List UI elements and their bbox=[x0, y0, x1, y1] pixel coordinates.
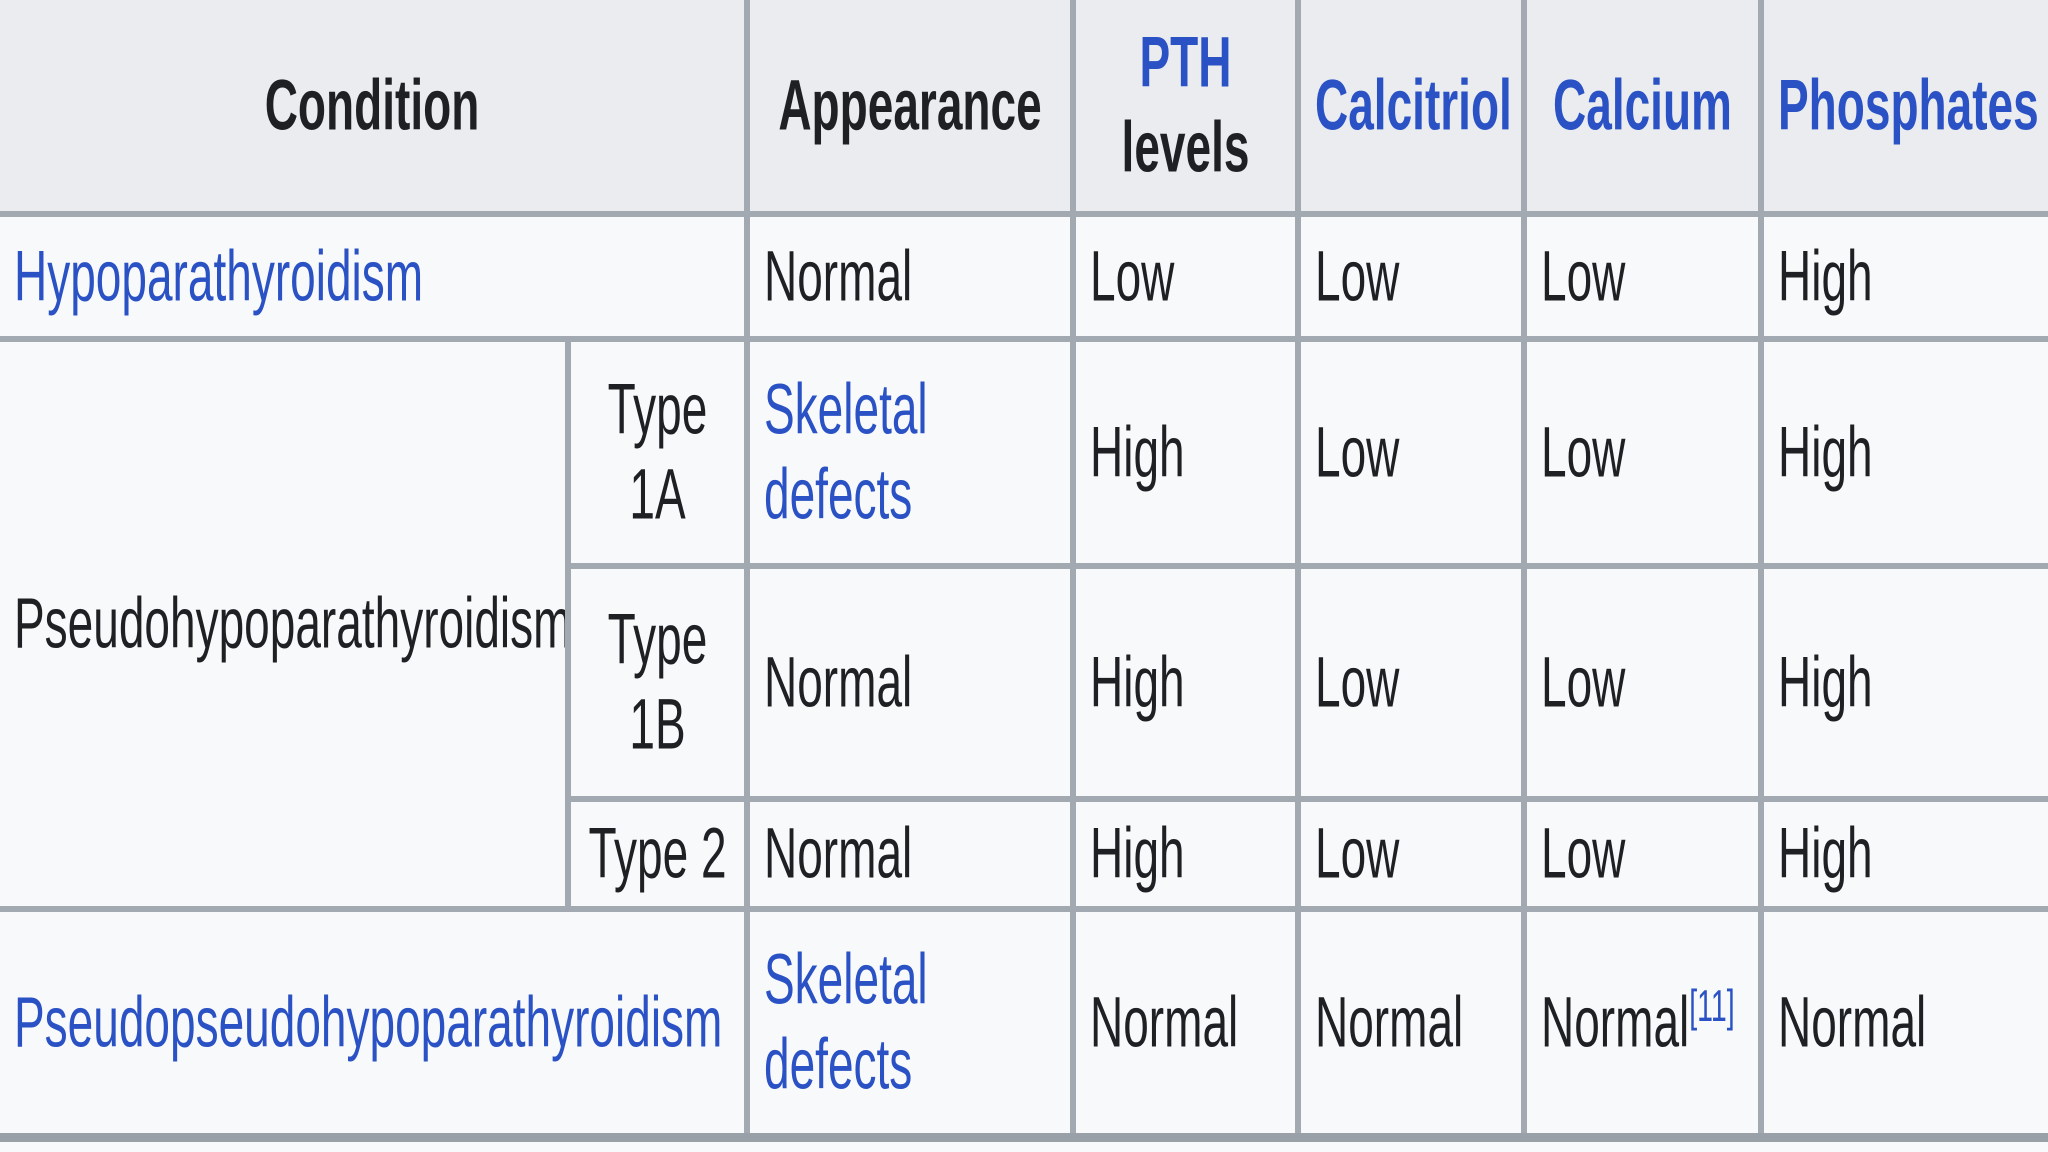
cell-calcium: Low bbox=[1521, 563, 1764, 802]
cell-appearance: Normal bbox=[744, 563, 1076, 802]
cell-appearance: Skeletal defects bbox=[744, 906, 1076, 1140]
col-header-appearance: Appearance bbox=[744, 0, 1076, 217]
col-header-calcium: Calcium bbox=[1521, 0, 1764, 217]
cell-phosphates: High bbox=[1758, 563, 2048, 802]
cell-pth-levels: Normal bbox=[1070, 906, 1301, 1140]
cell-calcium: Low bbox=[1521, 796, 1764, 912]
cell-appearance: Skeletal defects bbox=[744, 336, 1076, 569]
cell-pth-levels: High bbox=[1070, 563, 1301, 802]
cell-appearance: Normal bbox=[744, 796, 1076, 912]
col-header-phosphates: Phosphates bbox=[1758, 0, 2048, 217]
cell-calcitriol: Low bbox=[1295, 211, 1527, 342]
phosphates-link[interactable]: Phosphates bbox=[1778, 64, 2039, 145]
table-row-pseudohypoparathyroidism-type-2: Type 2 Normal High Low Low High bbox=[0, 796, 2048, 912]
cell-phosphates: High bbox=[1758, 211, 2048, 342]
pth-levels-label: levels bbox=[1121, 107, 1250, 188]
cell-calcitriol: Low bbox=[1295, 336, 1527, 569]
pseudopseudohypoparathyroidism-link[interactable]: Pseudopseudohypoparathyroidism bbox=[14, 981, 723, 1062]
header-row: Condition Appearance PTH levels Calcitri… bbox=[0, 0, 2048, 217]
cell-phosphates: High bbox=[1758, 796, 2048, 912]
cell-type-1b: Type 1B bbox=[565, 563, 750, 802]
cell-calcitriol: Low bbox=[1295, 796, 1527, 912]
calcium-link[interactable]: Calcium bbox=[1553, 64, 1732, 145]
cell-condition-pseudopseudohypoparathyroidism: Pseudopseudohypoparathyroidism bbox=[0, 906, 750, 1140]
skeletal-defects-link[interactable]: Skeletal defects bbox=[764, 938, 928, 1105]
cell-calcitriol: Low bbox=[1295, 563, 1527, 802]
pth-link[interactable]: PTH bbox=[1139, 21, 1232, 103]
table-row-pseudohypoparathyroidism-type-1a: Pseudohypoparathyroidism Type 1A Skeleta… bbox=[0, 336, 2048, 912]
col-header-condition-label: Condition bbox=[264, 64, 480, 145]
cell-calcitriol: Normal bbox=[1295, 906, 1527, 1140]
cell-condition-hypoparathyroidism: Hypoparathyroidism bbox=[0, 211, 750, 342]
col-header-appearance-label: Appearance bbox=[778, 64, 1042, 145]
cell-appearance: Normal bbox=[744, 211, 1076, 342]
hypoparathyroidism-link[interactable]: Hypoparathyroidism bbox=[14, 235, 424, 316]
reference-11-link[interactable]: [11] bbox=[1689, 982, 1735, 1032]
calcium-value: Normal bbox=[1541, 981, 1690, 1062]
col-header-pth-levels: PTH levels bbox=[1070, 0, 1301, 217]
col-header-calcitriol: Calcitriol bbox=[1295, 0, 1527, 217]
table-row-pseudohypoparathyroidism-type-1b: Type 1B Normal High Low Low High bbox=[0, 563, 2048, 802]
cell-type-2: Type 2 bbox=[565, 796, 750, 912]
cell-calcium: Low bbox=[1521, 336, 1764, 569]
cell-calcium: Low bbox=[1521, 211, 1764, 342]
skeletal-defects-link[interactable]: Skeletal defects bbox=[764, 368, 928, 535]
cell-pth-levels: High bbox=[1070, 796, 1301, 912]
table-row-pseudopseudohypoparathyroidism: Pseudopseudohypoparathyroidism Skeletal … bbox=[0, 906, 2048, 1140]
cell-pth-levels: Low bbox=[1070, 211, 1301, 342]
cell-type-1a: Type 1A bbox=[565, 336, 750, 569]
calcitriol-link[interactable]: Calcitriol bbox=[1315, 64, 1512, 145]
cell-phosphates: Normal bbox=[1758, 906, 2048, 1140]
cell-condition-pseudohypoparathyroidism: Pseudohypoparathyroidism bbox=[0, 336, 571, 912]
cell-pth-levels: High bbox=[1070, 336, 1301, 569]
table-row-hypoparathyroidism: Hypoparathyroidism Normal Low Low Low Hi… bbox=[0, 211, 2048, 342]
cell-calcium: Normal[11] bbox=[1521, 906, 1764, 1140]
col-header-condition: Condition bbox=[0, 0, 750, 217]
cell-phosphates: High bbox=[1758, 336, 2048, 569]
